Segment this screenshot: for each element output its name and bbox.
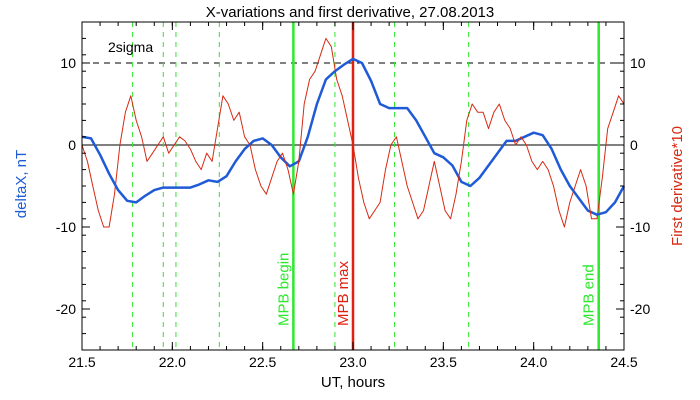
chart-title: X-variations and first derivative, 27.08…	[206, 4, 495, 21]
series-line-derivative	[81, 37, 625, 228]
series-line-deltax	[81, 57, 626, 216]
y-tick-label-left: -20	[56, 301, 76, 317]
x-tick-label: 24.5	[610, 354, 637, 370]
y-tick-label-left: 0	[68, 137, 76, 153]
y-tick-label-right: 0	[630, 137, 638, 153]
y-tick-label-right: -10	[630, 219, 650, 235]
x-tick-label: 22.0	[159, 354, 186, 370]
x-axis-label: UT, hours	[321, 374, 385, 391]
y-tick-label-right: 10	[630, 55, 646, 71]
x-tick-label: 23.5	[430, 354, 457, 370]
x-tick-label: 24.0	[520, 354, 547, 370]
x-tick-label: 22.5	[249, 354, 276, 370]
marker-label-mpb-begin: MPB begin	[275, 253, 292, 326]
y-tick-label-left: -10	[56, 219, 76, 235]
sigma-annotation: 2sigma	[108, 39, 153, 55]
marker-label-mpb-max: MPB max	[335, 260, 352, 326]
y-tick-label-left: 10	[60, 55, 76, 71]
x-tick-label: 21.5	[68, 354, 95, 370]
y-tick-label-right: -20	[630, 301, 650, 317]
marker-label-mpb-end: MPB end	[581, 264, 598, 326]
x-tick-label: 23.0	[339, 354, 366, 370]
y-axis-label-right: First derivative*10	[669, 126, 686, 246]
y-axis-label-left: deltaX, nT	[13, 150, 30, 218]
